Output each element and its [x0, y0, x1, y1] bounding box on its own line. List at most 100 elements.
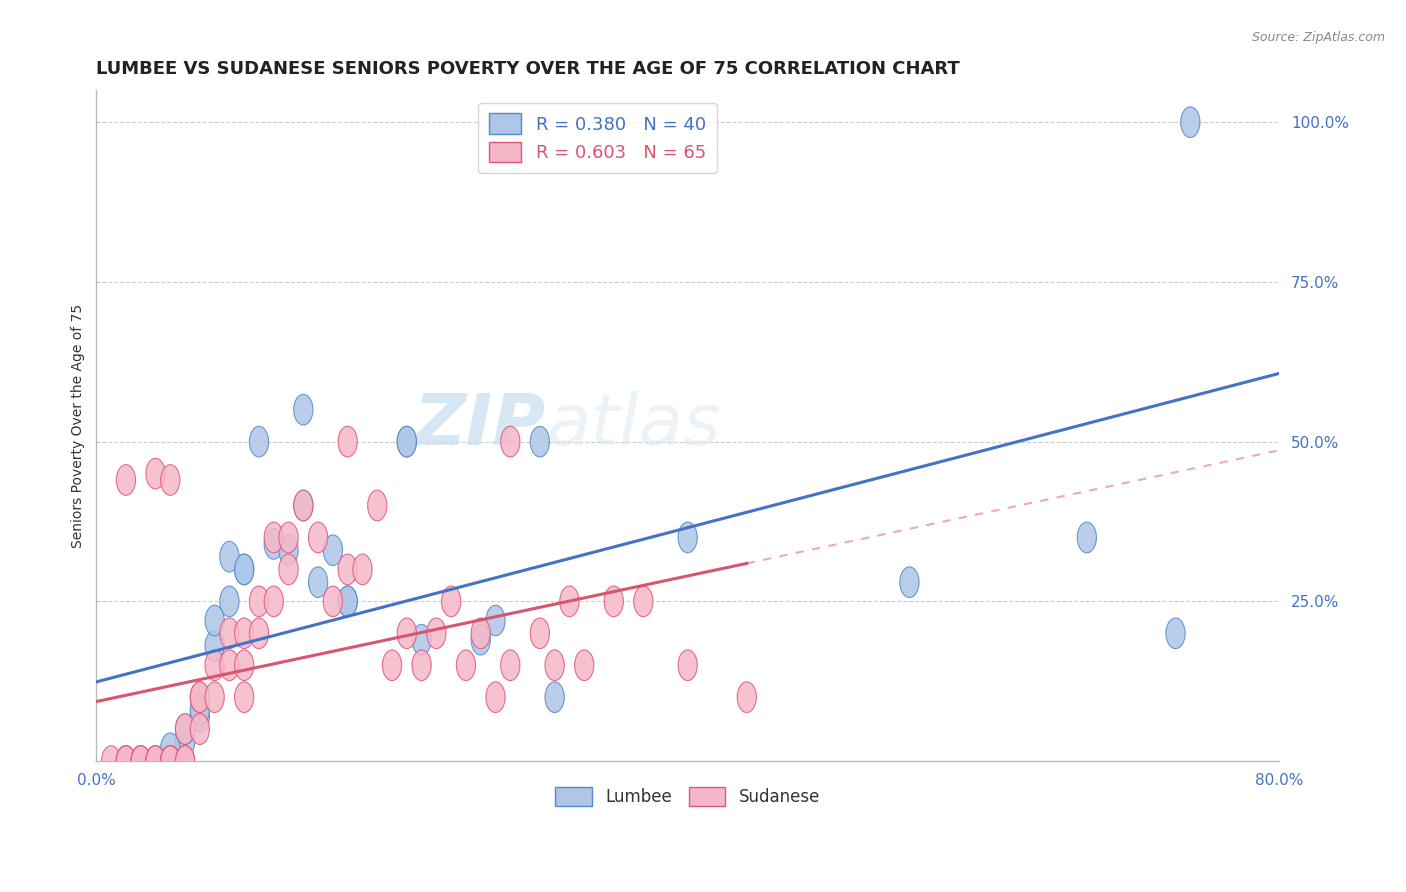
Ellipse shape: [146, 746, 165, 776]
Ellipse shape: [235, 650, 254, 681]
Ellipse shape: [575, 650, 593, 681]
Ellipse shape: [294, 394, 314, 425]
Ellipse shape: [530, 426, 550, 457]
Ellipse shape: [176, 746, 194, 776]
Ellipse shape: [160, 746, 180, 776]
Ellipse shape: [205, 605, 224, 636]
Ellipse shape: [1077, 522, 1097, 553]
Ellipse shape: [160, 746, 180, 776]
Ellipse shape: [131, 746, 150, 776]
Ellipse shape: [160, 746, 180, 776]
Legend: Lumbee, Sudanese: Lumbee, Sudanese: [548, 780, 827, 814]
Ellipse shape: [382, 650, 402, 681]
Ellipse shape: [219, 650, 239, 681]
Ellipse shape: [294, 491, 314, 521]
Ellipse shape: [900, 566, 920, 598]
Ellipse shape: [190, 701, 209, 731]
Ellipse shape: [634, 586, 652, 616]
Ellipse shape: [160, 746, 180, 776]
Ellipse shape: [294, 491, 314, 521]
Ellipse shape: [396, 426, 416, 457]
Ellipse shape: [160, 746, 180, 776]
Ellipse shape: [546, 650, 564, 681]
Ellipse shape: [160, 746, 180, 776]
Ellipse shape: [101, 746, 121, 776]
Ellipse shape: [486, 681, 505, 713]
Ellipse shape: [160, 746, 180, 776]
Ellipse shape: [264, 522, 284, 553]
Ellipse shape: [131, 746, 150, 776]
Ellipse shape: [396, 618, 416, 648]
Ellipse shape: [176, 714, 194, 745]
Text: ZIP: ZIP: [413, 392, 546, 460]
Ellipse shape: [146, 458, 165, 489]
Ellipse shape: [190, 695, 209, 725]
Ellipse shape: [486, 605, 505, 636]
Ellipse shape: [249, 426, 269, 457]
Ellipse shape: [546, 681, 564, 713]
Ellipse shape: [471, 624, 491, 655]
Ellipse shape: [146, 746, 165, 776]
Ellipse shape: [235, 554, 254, 585]
Ellipse shape: [605, 586, 623, 616]
Ellipse shape: [190, 681, 209, 713]
Ellipse shape: [117, 746, 135, 776]
Ellipse shape: [146, 746, 165, 776]
Ellipse shape: [323, 535, 343, 566]
Ellipse shape: [190, 714, 209, 745]
Ellipse shape: [160, 746, 180, 776]
Ellipse shape: [160, 746, 180, 776]
Ellipse shape: [235, 618, 254, 648]
Ellipse shape: [737, 681, 756, 713]
Ellipse shape: [457, 650, 475, 681]
Ellipse shape: [501, 650, 520, 681]
Ellipse shape: [678, 650, 697, 681]
Ellipse shape: [353, 554, 373, 585]
Ellipse shape: [176, 714, 194, 745]
Ellipse shape: [160, 746, 180, 776]
Ellipse shape: [117, 746, 135, 776]
Ellipse shape: [1181, 107, 1199, 137]
Ellipse shape: [1166, 618, 1185, 648]
Ellipse shape: [367, 491, 387, 521]
Ellipse shape: [219, 618, 239, 648]
Ellipse shape: [219, 541, 239, 572]
Ellipse shape: [308, 522, 328, 553]
Ellipse shape: [160, 746, 180, 776]
Ellipse shape: [160, 746, 180, 776]
Ellipse shape: [235, 554, 254, 585]
Ellipse shape: [441, 586, 461, 616]
Ellipse shape: [412, 650, 432, 681]
Ellipse shape: [235, 681, 254, 713]
Y-axis label: Seniors Poverty Over the Age of 75: Seniors Poverty Over the Age of 75: [72, 303, 86, 548]
Ellipse shape: [278, 554, 298, 585]
Ellipse shape: [249, 618, 269, 648]
Ellipse shape: [249, 586, 269, 616]
Ellipse shape: [176, 746, 194, 776]
Ellipse shape: [337, 554, 357, 585]
Ellipse shape: [264, 529, 284, 559]
Ellipse shape: [412, 624, 432, 655]
Ellipse shape: [219, 586, 239, 616]
Ellipse shape: [117, 746, 135, 776]
Ellipse shape: [160, 465, 180, 495]
Ellipse shape: [396, 426, 416, 457]
Ellipse shape: [678, 522, 697, 553]
Ellipse shape: [131, 746, 150, 776]
Ellipse shape: [205, 681, 224, 713]
Ellipse shape: [205, 631, 224, 661]
Ellipse shape: [205, 650, 224, 681]
Ellipse shape: [117, 465, 135, 495]
Text: Source: ZipAtlas.com: Source: ZipAtlas.com: [1251, 31, 1385, 45]
Ellipse shape: [560, 586, 579, 616]
Ellipse shape: [427, 618, 446, 648]
Ellipse shape: [160, 733, 180, 764]
Ellipse shape: [471, 618, 491, 648]
Ellipse shape: [176, 727, 194, 757]
Ellipse shape: [160, 746, 180, 776]
Ellipse shape: [117, 746, 135, 776]
Ellipse shape: [337, 586, 357, 616]
Ellipse shape: [501, 426, 520, 457]
Ellipse shape: [146, 746, 165, 776]
Ellipse shape: [278, 522, 298, 553]
